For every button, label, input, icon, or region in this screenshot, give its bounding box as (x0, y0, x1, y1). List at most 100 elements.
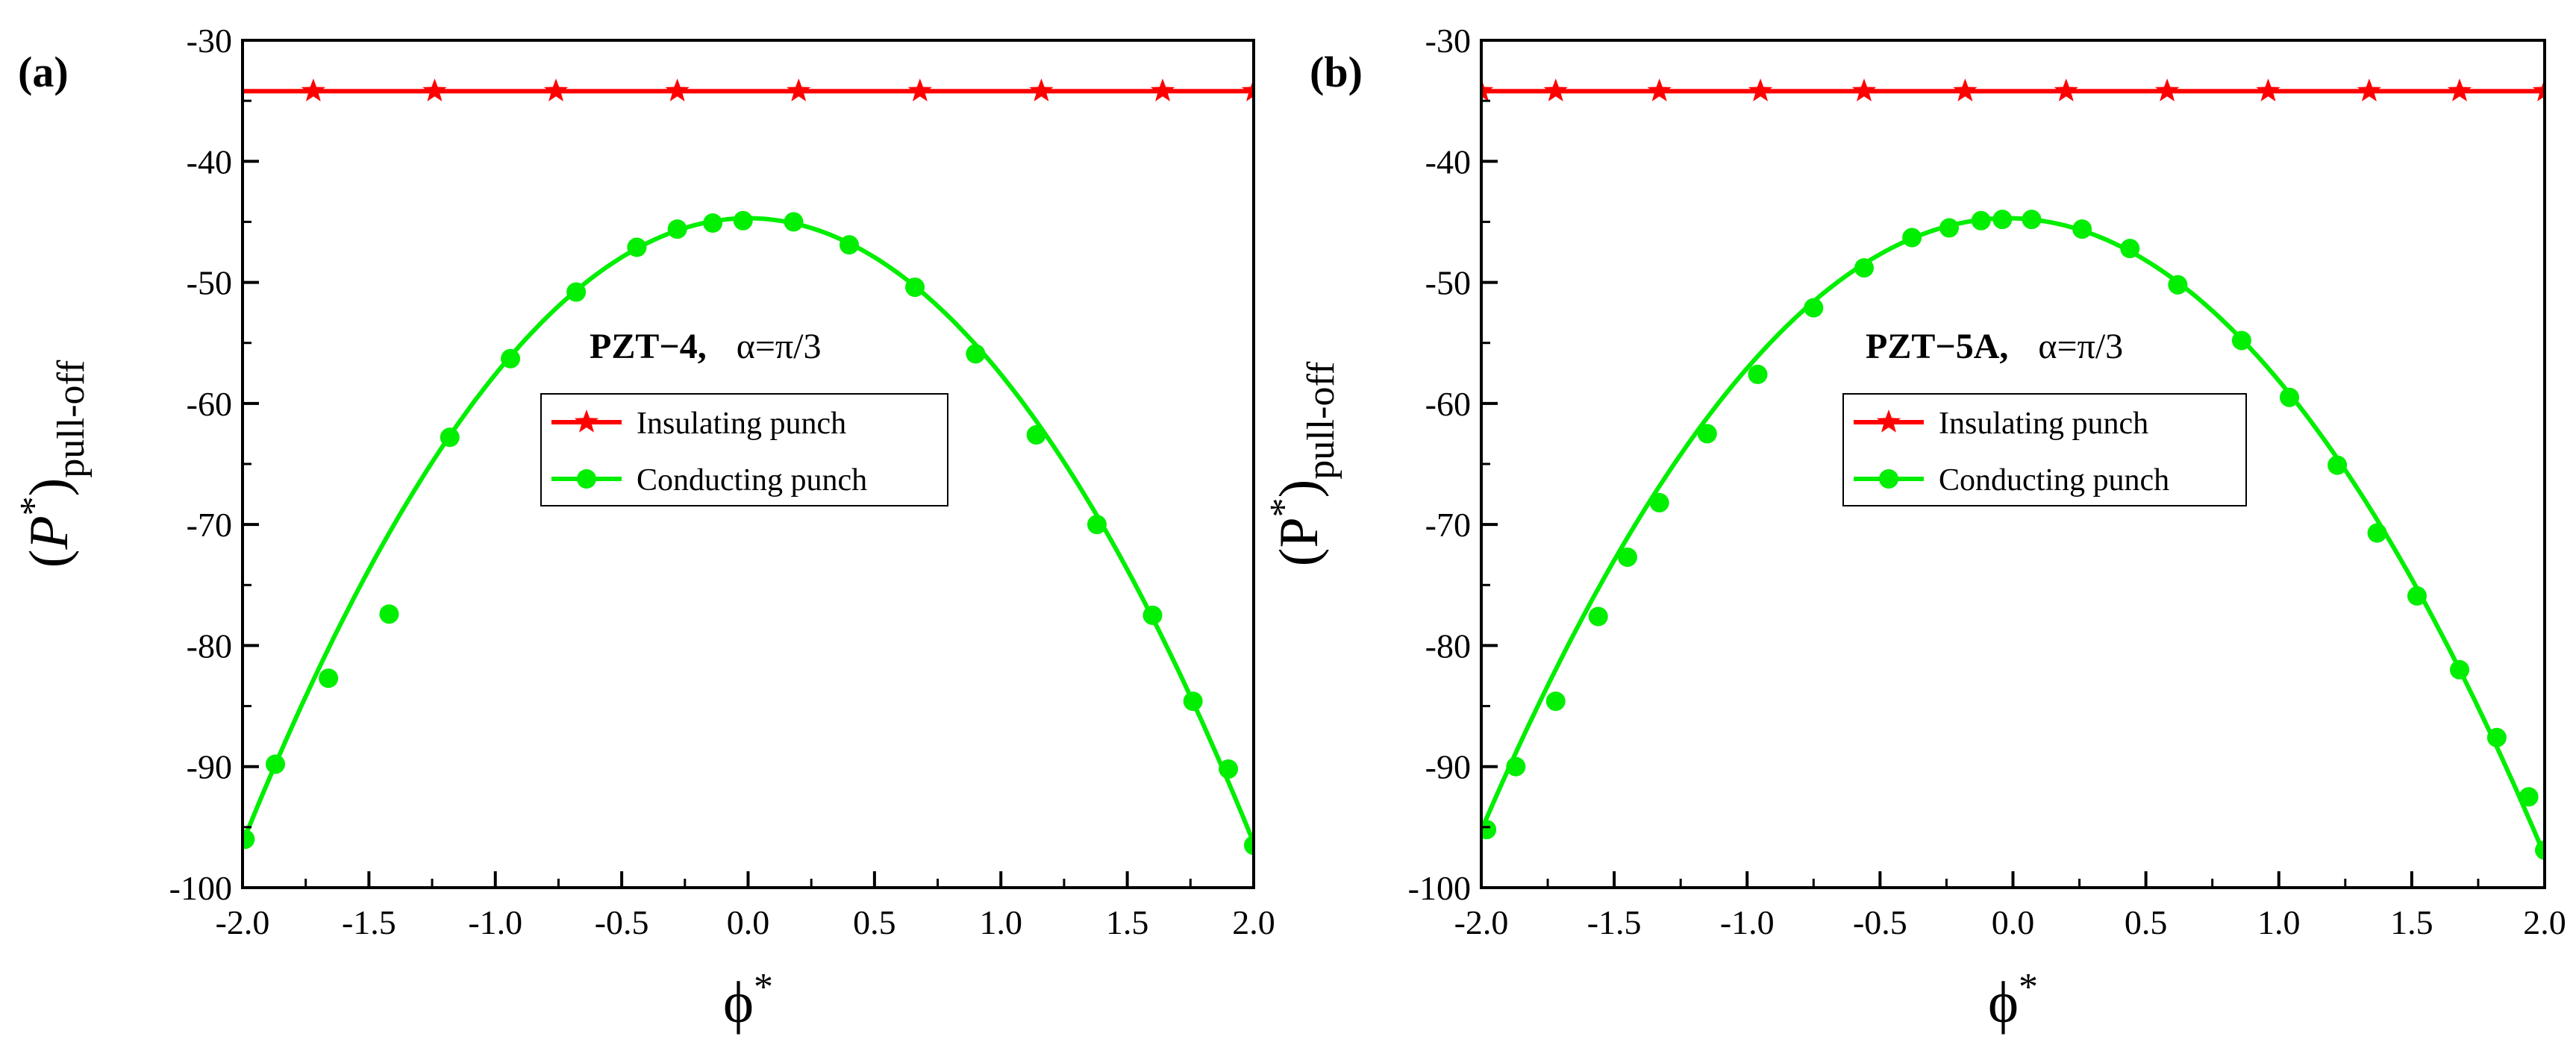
y-tick-label: -60 (187, 385, 232, 423)
x-axis-label-superscript: * (2019, 966, 2038, 1008)
legend-label: Conducting punch (637, 463, 867, 498)
y-tick-label: -90 (187, 748, 232, 786)
x-tick-label: -1.5 (1587, 903, 1642, 941)
data-point (1617, 547, 1637, 567)
x-tick-label: -0.5 (595, 903, 649, 941)
y-axis-ticks: -100 -90 -80 -70 -60 -50 -40 -30 (1408, 22, 1498, 907)
x-axis-label-superscript: * (754, 966, 773, 1008)
x-tick-label: -1.0 (1720, 903, 1775, 941)
data-point (1142, 605, 1163, 625)
data-point (2532, 78, 2545, 101)
data-point (2535, 840, 2545, 860)
y-axis-ticks: -100 -90 -80 -70 -60 -50 -40 -30 (169, 22, 259, 907)
data-point (2054, 78, 2078, 101)
data-point (1854, 258, 1874, 278)
data-point (1647, 78, 1672, 101)
chart-annotation: PZT−5A, α=π/3 (1866, 327, 2123, 366)
y-axis-label-symbol: P (19, 515, 80, 550)
x-tick-label: -1.0 (468, 903, 522, 941)
data-point (1649, 492, 1669, 512)
y-tick-label: -60 (1425, 385, 1471, 423)
data-point (1241, 78, 1254, 101)
y-axis-label-paren-close: ) (19, 478, 80, 497)
x-tick-label: 1.5 (1106, 903, 1149, 941)
series-insulating-punch (243, 78, 1254, 101)
x-tick-label: 1.5 (2390, 903, 2433, 941)
data-point (665, 78, 690, 101)
y-tick-label: -100 (1408, 869, 1471, 907)
y-tick-label: -80 (1425, 627, 1471, 665)
data-point (1029, 78, 1054, 101)
y-tick-label: -40 (1425, 142, 1471, 181)
data-point (2519, 787, 2539, 807)
data-point (243, 829, 255, 850)
annotation-material: PZT−5A, (1866, 327, 2008, 366)
data-point (1244, 835, 1254, 856)
legend-label: Insulating punch (637, 407, 846, 441)
data-point (1953, 78, 1978, 101)
data-point (1026, 425, 1046, 445)
series-insulating-punch (1481, 78, 2545, 101)
legend-marker (1879, 469, 1898, 489)
annotation-material: PZT−4, (590, 327, 707, 366)
legend-marker (577, 469, 596, 489)
chart-panel-b: -2.0 -1.5 -1.0 -0.5 0.0 0.5 1.0 1.5 2.0 -100 -90 -8… (1263, 22, 2566, 1035)
series-conducting-punch (243, 210, 1254, 856)
legend-item: Conducting punch (1854, 463, 2169, 498)
series-line (1481, 216, 2545, 856)
y-tick-label: -80 (187, 627, 232, 665)
x-tick-label: -0.5 (1853, 903, 1907, 941)
panel-label: (a) (18, 48, 69, 96)
data-point (2486, 727, 2507, 747)
x-tick-label: 2.0 (1232, 903, 1275, 941)
data-point (703, 213, 723, 233)
legend-box (540, 393, 948, 506)
data-point (1971, 210, 1991, 230)
y-tick-label: -50 (187, 264, 232, 302)
x-axis-label: ϕ* (723, 966, 773, 1035)
legend: Insulating punch Conducting punch (1842, 393, 2247, 506)
x-tick-label: 1.0 (2257, 903, 2301, 941)
legend-marker (574, 410, 599, 433)
data-point (266, 754, 286, 774)
y-tick-label: -90 (1425, 748, 1471, 786)
data-point (1481, 78, 1494, 101)
annotation-alpha: α=π/3 (2038, 327, 2123, 366)
y-tick-label: -40 (187, 142, 232, 181)
data-point (966, 344, 986, 364)
legend-box (1842, 393, 2247, 506)
x-tick-label: -2.0 (216, 903, 270, 941)
data-point (1087, 515, 1107, 535)
panel-label: (b) (1310, 48, 1363, 96)
x-axis-label-symbol: ϕ (723, 970, 754, 1035)
data-point (1545, 691, 1566, 712)
legend-item: Conducting punch (551, 463, 867, 498)
data-point (2367, 523, 2387, 543)
x-axis-label: ϕ* (1988, 966, 2038, 1035)
data-point (1150, 78, 1175, 101)
y-axis-label-symbol: P (1269, 517, 1330, 548)
data-point (2120, 239, 2140, 259)
y-tick-label: -50 (1425, 264, 1471, 302)
data-point (1851, 78, 1877, 101)
x-tick-label: 0.0 (1992, 903, 2035, 941)
data-point (2328, 455, 2348, 475)
data-point (566, 282, 587, 302)
data-point (440, 427, 460, 448)
data-point (1481, 820, 1497, 840)
data-point (2450, 659, 2469, 680)
plot-data (243, 78, 1254, 856)
data-point (1588, 606, 1608, 627)
data-point (627, 237, 647, 257)
y-axis-label: (P*)pull-off (13, 360, 93, 568)
x-tick-label: -1.5 (342, 903, 396, 941)
data-point (2022, 210, 2042, 230)
y-tick-label: -70 (1425, 506, 1471, 544)
data-point (2407, 586, 2427, 606)
data-point (733, 210, 753, 230)
plot-data (1481, 78, 2545, 860)
data-point (2072, 219, 2092, 239)
data-point (543, 78, 569, 101)
data-point (379, 604, 399, 624)
